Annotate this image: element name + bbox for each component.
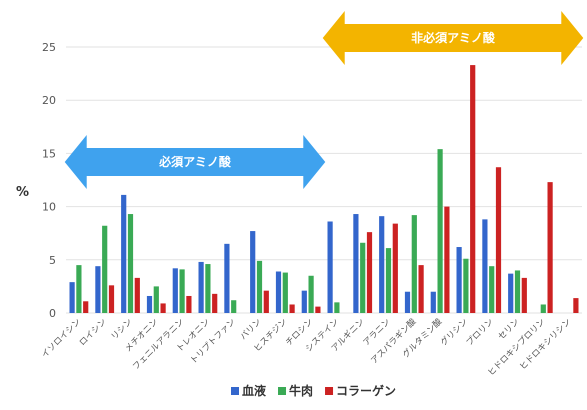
bar <box>263 290 269 313</box>
annotation-label: 非必須アミノ酸 <box>411 30 496 45</box>
bar <box>231 300 237 313</box>
bar <box>212 293 218 313</box>
bar <box>179 269 185 313</box>
annotation-arrows: 必須アミノ酸 非必須アミノ酸 <box>64 11 584 189</box>
bar <box>121 194 127 313</box>
bar <box>127 214 134 313</box>
bar <box>547 182 553 313</box>
bar <box>172 268 178 313</box>
legend-label: コラーゲン <box>336 383 396 398</box>
y-axis-ticks: 0 5 10 15 20 25 <box>42 41 56 320</box>
bar <box>224 243 230 313</box>
bar <box>404 291 411 313</box>
bar <box>83 301 89 313</box>
bar <box>334 302 340 313</box>
bar <box>482 219 488 313</box>
bar <box>76 265 82 313</box>
bar <box>289 304 295 313</box>
y-tick-label: 15 <box>42 147 56 160</box>
bar <box>69 282 75 313</box>
bar <box>275 271 282 313</box>
x-tick-label: グリシン <box>438 316 470 348</box>
bar <box>146 295 153 313</box>
bar <box>366 232 373 313</box>
bar <box>250 231 256 313</box>
x-tick-label: ロイシン <box>78 317 109 348</box>
bar <box>198 261 204 313</box>
bar <box>353 214 359 313</box>
y-tick-label: 20 <box>42 94 56 107</box>
bar <box>282 272 288 313</box>
bar <box>437 149 443 313</box>
bar <box>521 277 527 313</box>
legend-swatch <box>325 387 334 395</box>
bar <box>514 270 521 313</box>
annotation-arrow: 非必須アミノ酸 <box>322 11 584 65</box>
legend-label: 血液 <box>242 383 266 398</box>
bar <box>134 277 140 313</box>
legend-swatch <box>278 387 287 395</box>
bar <box>95 266 101 313</box>
double-arrow-shape <box>64 135 326 189</box>
annotation-arrow: 必須アミノ酸 <box>64 135 326 189</box>
bar <box>102 225 108 313</box>
x-tick-label: アスパラギン酸 <box>369 316 419 366</box>
bar <box>444 206 450 313</box>
bar <box>463 258 469 313</box>
bar <box>573 298 579 313</box>
y-axis-label: % <box>16 185 29 200</box>
bar <box>495 167 502 313</box>
y-tick-label: 25 <box>42 41 56 54</box>
y-tick-label: 5 <box>49 254 56 267</box>
double-arrow-shape <box>322 11 584 65</box>
bar <box>489 266 495 313</box>
bar <box>508 273 514 313</box>
bar <box>385 248 392 313</box>
bar <box>430 291 436 313</box>
bar <box>186 295 192 313</box>
bar <box>379 216 385 313</box>
bar <box>315 306 321 313</box>
bar <box>360 242 366 313</box>
bar <box>108 285 115 313</box>
bar <box>470 65 476 313</box>
bar <box>540 304 546 313</box>
bar <box>456 247 462 313</box>
bar <box>411 215 417 313</box>
legend: 血液 牛肉 コラーゲン <box>231 383 396 398</box>
legend-label: 牛肉 <box>289 383 313 398</box>
bars <box>69 65 579 313</box>
bar <box>327 221 333 313</box>
bar <box>308 275 314 313</box>
bar <box>392 223 398 313</box>
x-tick-label: プロリン <box>465 317 496 348</box>
bar <box>301 290 307 313</box>
annotation-label: 必須アミノ酸 <box>158 154 232 169</box>
bar <box>418 265 424 313</box>
x-tick-label: イソロイシン <box>40 317 83 360</box>
bar <box>160 303 166 313</box>
x-tick-label: トリプトファン <box>189 317 238 366</box>
y-tick-label: 0 <box>49 307 56 320</box>
bar <box>153 286 159 313</box>
gridlines <box>66 46 582 314</box>
legend-swatch <box>231 387 239 395</box>
bar <box>256 260 263 313</box>
bar <box>205 264 211 313</box>
y-tick-label: 10 <box>42 201 56 214</box>
